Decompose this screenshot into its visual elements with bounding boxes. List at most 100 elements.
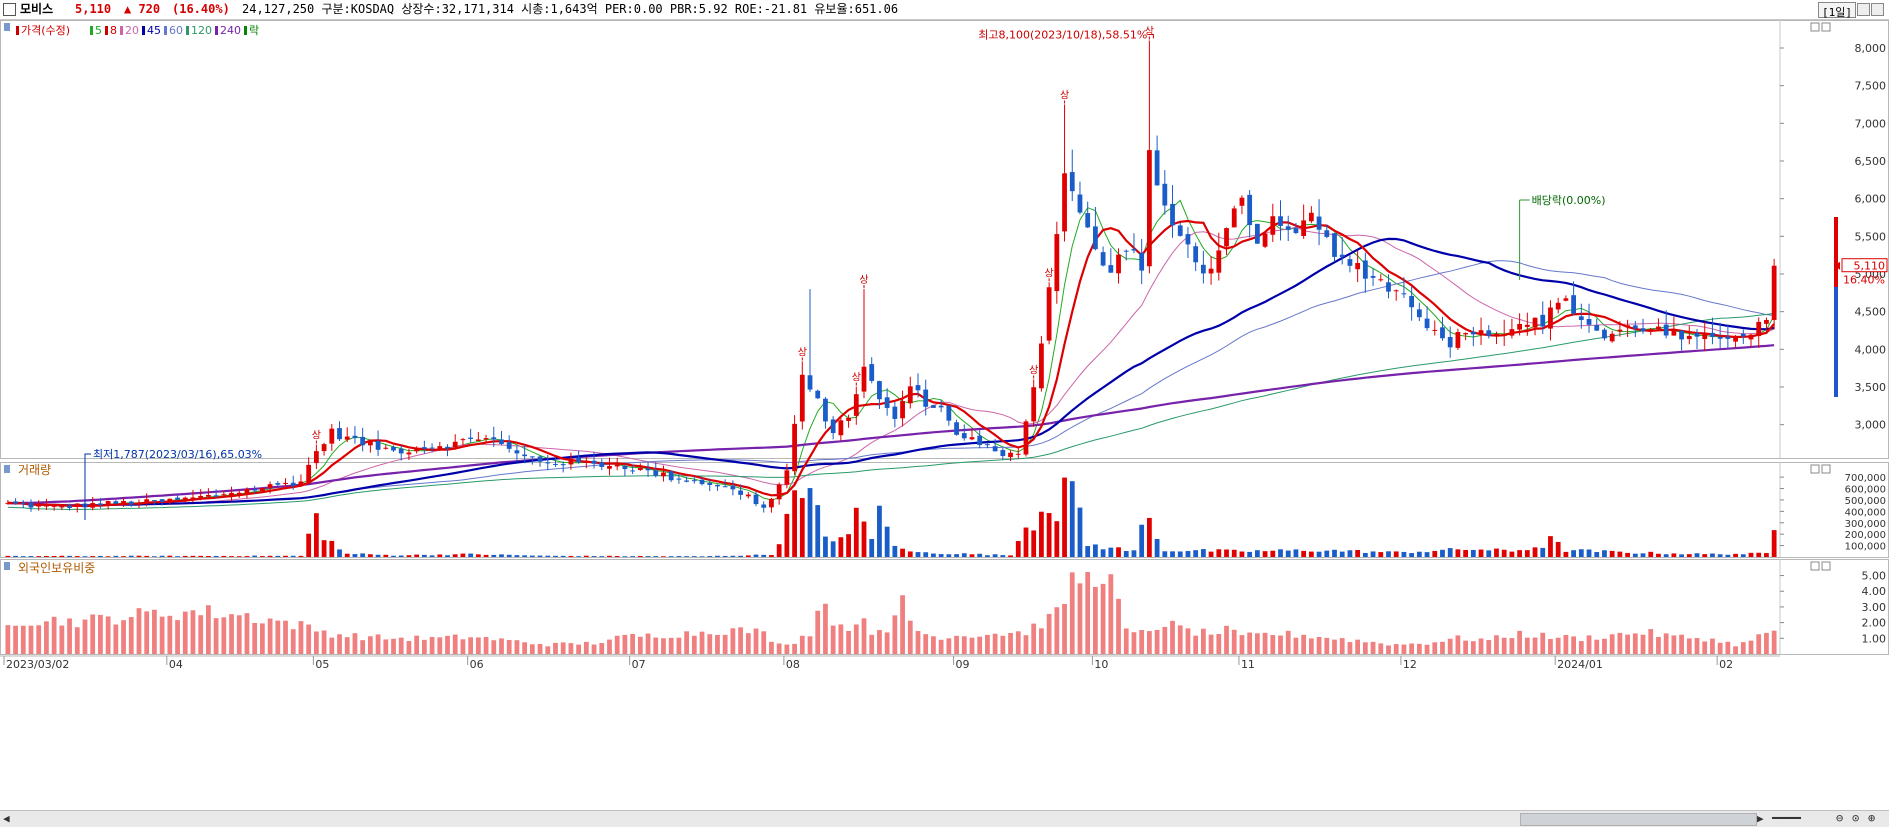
panel-marker-icon: [4, 465, 10, 473]
zoom-reset-icon[interactable]: ⊙: [1852, 811, 1860, 825]
candle-body: [1440, 327, 1445, 339]
price-range-bar-up: [1834, 217, 1838, 287]
scroll-left-icon[interactable]: ◀: [3, 812, 10, 825]
price-change: ▲ 720: [124, 2, 161, 16]
foreign-ownership-bar: [414, 635, 420, 654]
candle-body: [306, 464, 312, 483]
candle-body: [1756, 321, 1762, 337]
close-window-button[interactable]: [1871, 3, 1884, 16]
candle-body: [360, 436, 366, 446]
candle-body: [198, 495, 204, 498]
foreign-ownership-bar: [1571, 636, 1576, 654]
candle-body: [529, 456, 535, 458]
candle-body: [13, 501, 18, 504]
candle-body: [1247, 194, 1253, 226]
foreign-ownership-bar: [1386, 645, 1391, 654]
foreign-ownership-bar: [1416, 643, 1422, 654]
candle-body: [491, 437, 497, 440]
low-arrow: [84, 453, 91, 521]
volume-bar: [738, 555, 743, 557]
volume-bar: [568, 555, 574, 557]
candle-body: [1370, 275, 1376, 278]
candle-body: [1609, 333, 1615, 342]
foreign-ownership-bar: [1054, 607, 1060, 654]
volume-bar: [877, 505, 882, 557]
foreign-ownership-bar: [1293, 637, 1299, 654]
foreign-ownership-bar: [344, 637, 350, 654]
volume-bar: [1100, 549, 1106, 557]
volume-bar: [676, 556, 682, 557]
foreign-ownership-bar: [1617, 632, 1623, 654]
candle-body: [244, 488, 250, 495]
foreign-ownership-bar: [522, 642, 528, 654]
volume-bar: [1648, 551, 1654, 557]
volume-bar: [583, 555, 589, 557]
foreign-ownership-bar: [1455, 635, 1461, 654]
candle-body: [653, 470, 659, 476]
candle-body: [799, 374, 805, 422]
foreign-ownership-bar: [5, 625, 11, 654]
scroll-thumb[interactable]: [1520, 813, 1757, 826]
zoom-slider-icon[interactable]: ━━━━: [1772, 811, 1801, 825]
volume-bar: [1594, 552, 1600, 557]
foreign-ownership-bar: [1401, 644, 1407, 654]
candle-body: [59, 506, 65, 508]
foreign-ownership-bar: [437, 637, 443, 654]
candle-body: [637, 467, 643, 470]
scroll-right-icon[interactable]: ▶: [1757, 812, 1764, 825]
candle-body: [375, 441, 381, 450]
foreign-tick-label: 1.00: [1862, 632, 1887, 645]
volume-bar: [313, 513, 319, 557]
volume-bar: [1347, 550, 1353, 557]
candle-body: [1293, 228, 1299, 233]
volume-bar: [337, 549, 342, 557]
volume-bar: [799, 498, 805, 557]
candle-body: [622, 466, 628, 470]
candle-body: [259, 487, 265, 492]
candle-body: [1602, 329, 1607, 339]
volume-bar: [915, 552, 921, 557]
foreign-ownership-bar: [275, 620, 281, 654]
foreign-ownership-bar: [1632, 633, 1638, 654]
candle-body: [1278, 216, 1283, 226]
foreign-ownership-bar: [1717, 642, 1723, 654]
zoom-out-icon[interactable]: ⊖: [1836, 811, 1844, 825]
volume-bar: [1154, 539, 1160, 557]
volume-bar: [900, 548, 905, 557]
volume-bar: [784, 513, 790, 557]
candle-body: [1393, 290, 1399, 292]
period-selector[interactable]: [1일]: [1818, 2, 1856, 19]
volume-bar: [1031, 530, 1037, 557]
volume-bar: [121, 556, 126, 557]
candle-body: [1679, 330, 1684, 340]
candle-body: [437, 446, 443, 449]
foreign-ownership-bar: [1578, 641, 1584, 654]
candle-body: [175, 497, 180, 500]
price-tick-label: 3,500: [1855, 381, 1887, 394]
foreign-ownership-bar: [1748, 640, 1754, 654]
select-checkbox[interactable]: [3, 3, 16, 16]
foreign-ownership-bar: [1185, 628, 1191, 654]
foreign-ownership-bar: [846, 631, 851, 654]
restore-window-button[interactable]: [1857, 3, 1870, 16]
chart-area[interactable]: 가격(수정) 5 8 20 45 60 120 240 락 거래량 외국인보유비중 3,000 3…: [0, 20, 1889, 810]
foreign-ownership-bar: [668, 637, 674, 654]
foreign-ownership-bar: [1208, 634, 1214, 654]
zoom-in-icon[interactable]: ⊕: [1868, 811, 1876, 825]
candle-body: [1771, 265, 1777, 320]
horizontal-scrollbar[interactable]: ◀ ▶ ━━━━ ⊖ ⊙ ⊕: [0, 810, 1889, 827]
volume-bar: [1640, 553, 1646, 557]
foreign-ownership-bar: [1447, 638, 1453, 654]
foreign-ownership-bar: [460, 639, 466, 654]
foreign-ownership-bar: [499, 638, 504, 654]
foreign-ownership-bar: [1039, 628, 1044, 654]
foreign-ownership-bar: [807, 636, 813, 654]
volume-tick-label: 700,000: [1845, 473, 1886, 484]
volume-bar: [1262, 551, 1268, 557]
volume-bar: [1416, 551, 1422, 557]
candle-body: [815, 390, 821, 399]
volume-bar: [1355, 549, 1361, 557]
volume-bar: [823, 536, 828, 557]
candle-body: [74, 503, 80, 507]
foreign-ownership-bar: [1015, 631, 1021, 654]
